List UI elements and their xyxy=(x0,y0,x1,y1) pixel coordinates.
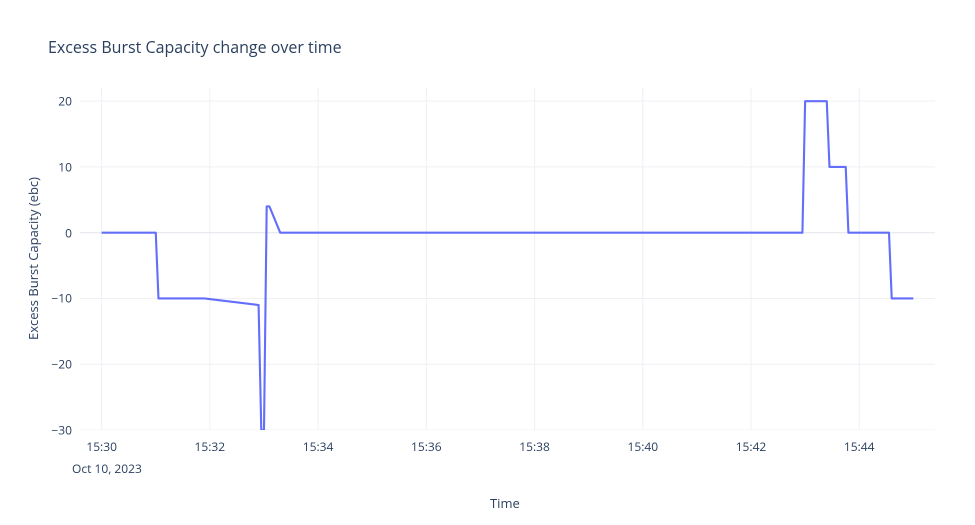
chart-title: Excess Burst Capacity change over time xyxy=(48,36,342,58)
y-tick-label: −30 xyxy=(51,422,72,439)
x-tick-label: 15:44 xyxy=(844,438,875,455)
x-tick-label: 15:38 xyxy=(519,438,550,455)
x-tick-label: 15:32 xyxy=(195,438,226,455)
y-tick-label: 20 xyxy=(58,93,72,110)
x-tick-label: 15:40 xyxy=(627,438,658,455)
y-tick-label: 0 xyxy=(65,224,72,241)
x-tick-label: 15:34 xyxy=(303,438,334,455)
y-axis-label: Excess Burst Capacity (ebc) xyxy=(24,177,42,340)
chart-plot xyxy=(80,88,935,430)
y-tick-label: 10 xyxy=(58,158,72,175)
x-tick-label: 15:36 xyxy=(411,438,442,455)
x-tick-label: 15:30 xyxy=(86,438,117,455)
x-axis-label: Time xyxy=(490,494,520,512)
y-tick-label: −20 xyxy=(51,356,72,373)
x-axis-date-label: Oct 10, 2023 xyxy=(72,460,142,477)
x-tick-label: 15:42 xyxy=(736,438,767,455)
y-tick-label: −10 xyxy=(51,290,72,307)
